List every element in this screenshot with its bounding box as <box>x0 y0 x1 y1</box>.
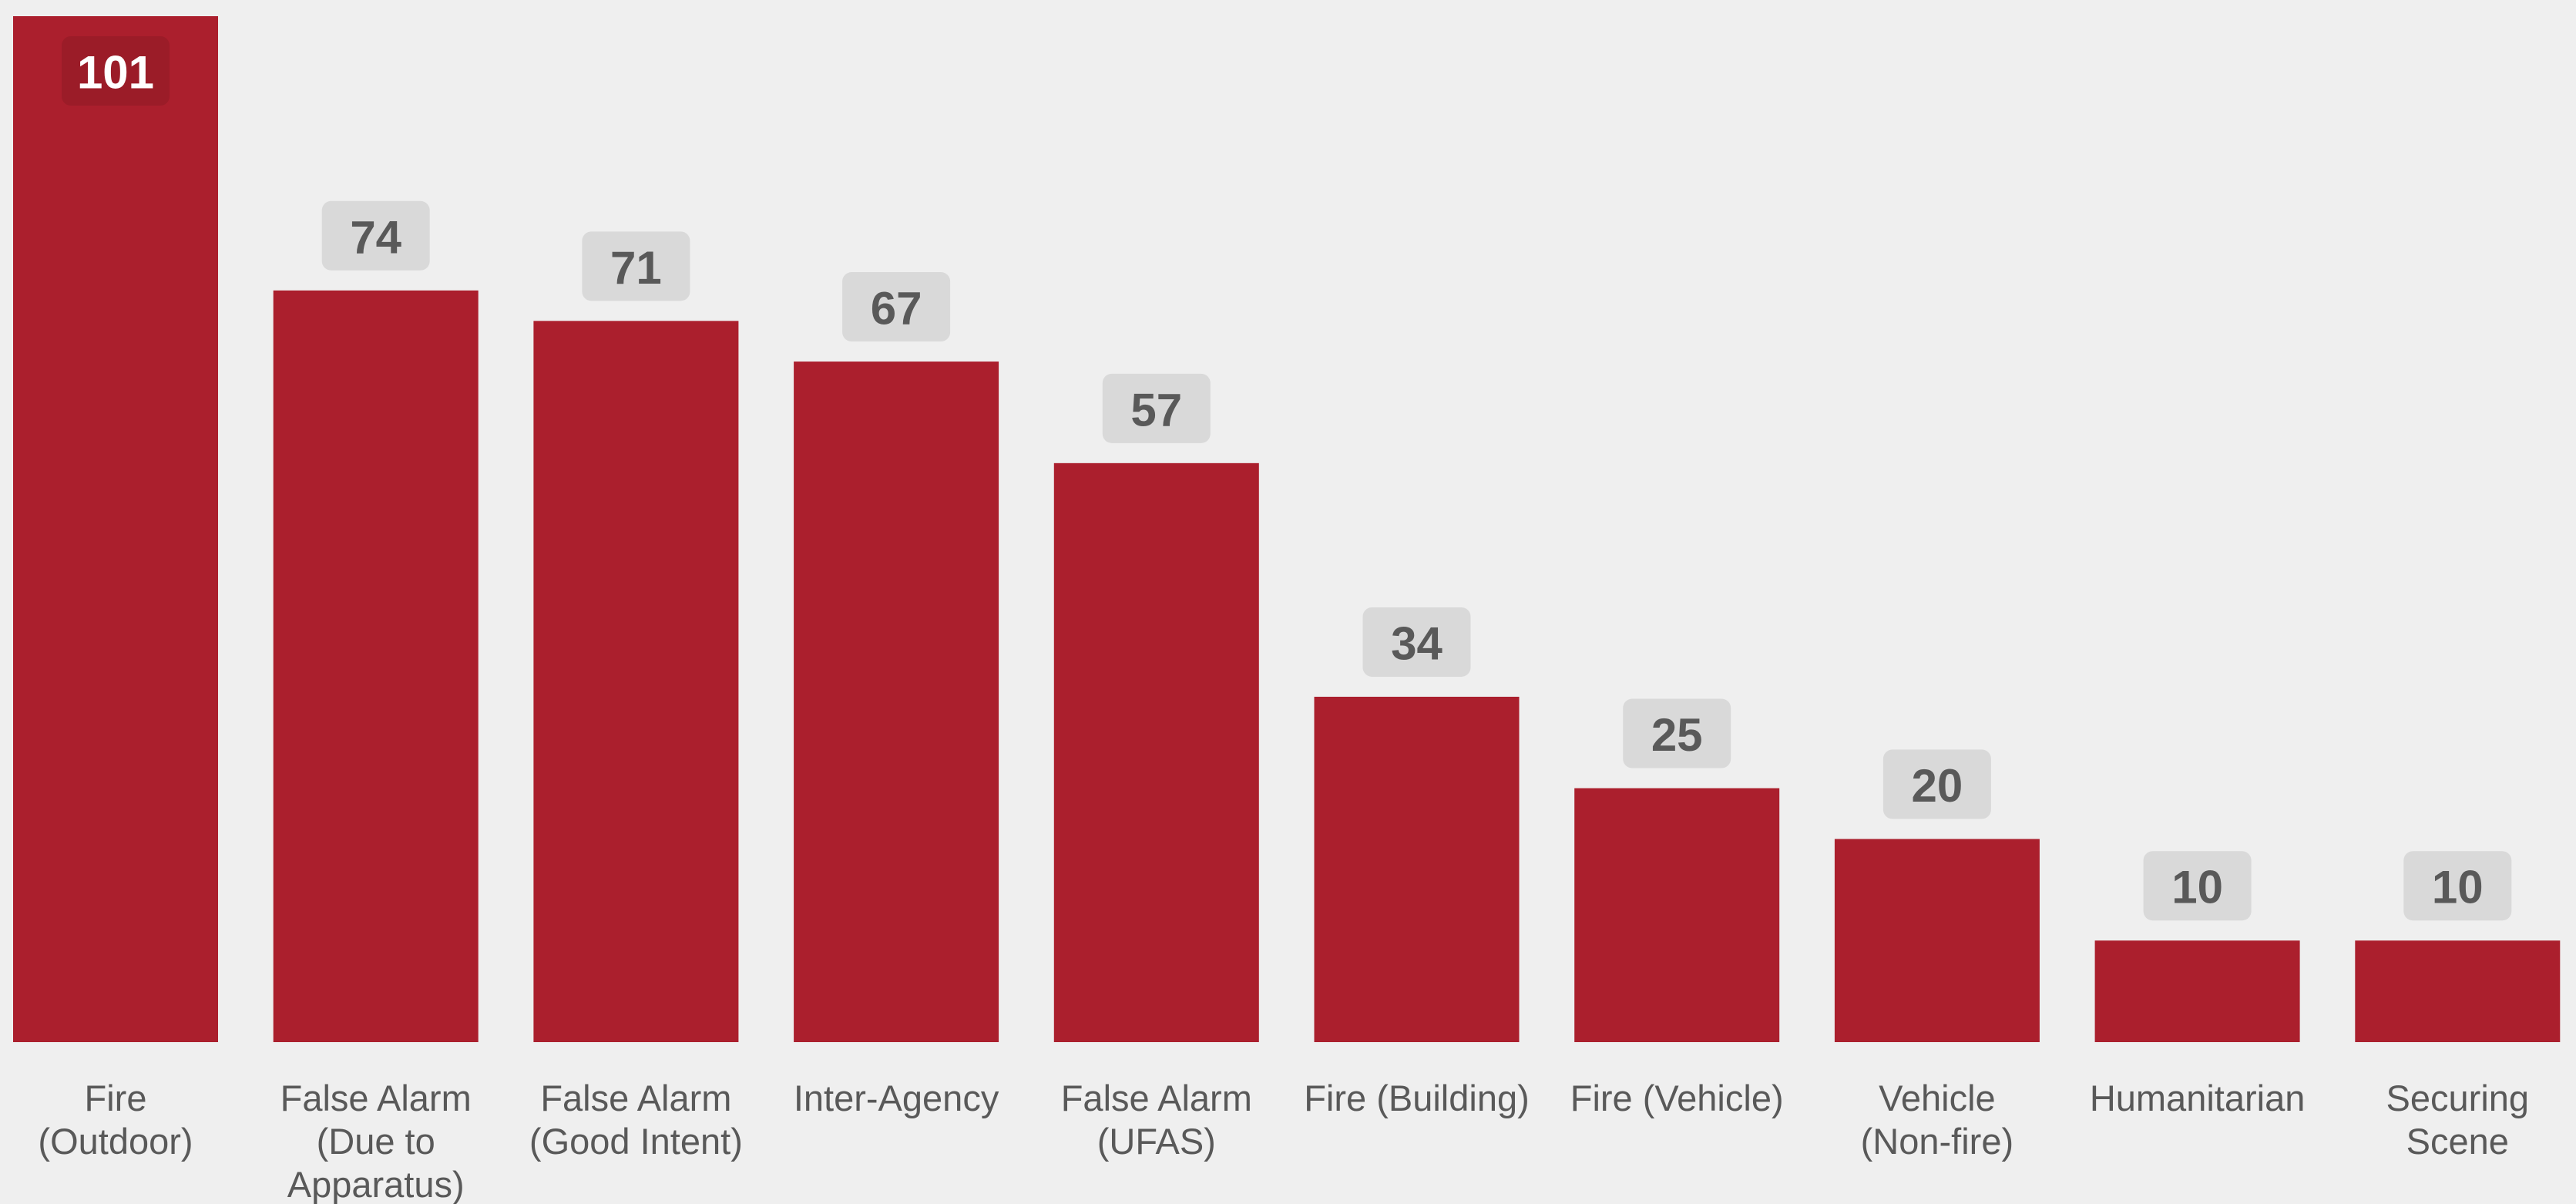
bar <box>1053 462 1259 1042</box>
value-label-box <box>1362 607 1471 677</box>
x-tick-label: False Alarm (UFAS) <box>1060 1078 1252 1162</box>
value-label: 25 <box>1651 709 1703 761</box>
value-label-box <box>842 272 951 342</box>
bar <box>273 290 479 1042</box>
bar <box>1834 839 2040 1042</box>
value-label-box <box>1623 698 1731 768</box>
value-label: 10 <box>2171 862 2223 913</box>
x-tick-label: Vehicle (Non-fire) <box>1860 1078 2014 1162</box>
value-label-box <box>1882 749 1991 819</box>
value-label-box <box>2403 851 2512 921</box>
value-label: 20 <box>1912 760 1963 812</box>
value-label: 71 <box>610 242 662 294</box>
value-label: 34 <box>1391 617 1442 669</box>
x-tick-label: False Alarm (Good Intent) <box>529 1078 743 1162</box>
bar <box>794 362 999 1042</box>
x-tick-label: Humanitarian <box>2089 1078 2306 1118</box>
value-label-box <box>1102 373 1211 443</box>
bar <box>1574 788 1780 1042</box>
x-tick-label: False Alarm (Due to Apparatus) <box>280 1078 472 1204</box>
x-tick-label: Securing Scene <box>2386 1078 2530 1162</box>
bar <box>13 16 218 1042</box>
value-label: 10 <box>2432 862 2484 913</box>
x-tick-label: Fire (Vehicle) <box>1570 1078 1784 1118</box>
value-label-box <box>321 200 430 271</box>
bar <box>1314 696 1520 1042</box>
x-tick-label: Fire (Outdoor) <box>38 1078 193 1162</box>
bar <box>2355 940 2561 1042</box>
value-label-box <box>62 36 170 106</box>
x-tick-label: Inter-Agency <box>793 1078 999 1118</box>
value-label-box <box>582 231 690 301</box>
value-label: 57 <box>1130 384 1182 436</box>
value-label: 101 <box>77 47 154 99</box>
bar <box>533 321 739 1042</box>
bar <box>2094 940 2300 1042</box>
value-label: 74 <box>350 211 401 263</box>
value-label-box <box>2143 851 2252 921</box>
value-label: 67 <box>871 283 922 335</box>
x-tick-label: Fire (Building) <box>1304 1078 1530 1118</box>
